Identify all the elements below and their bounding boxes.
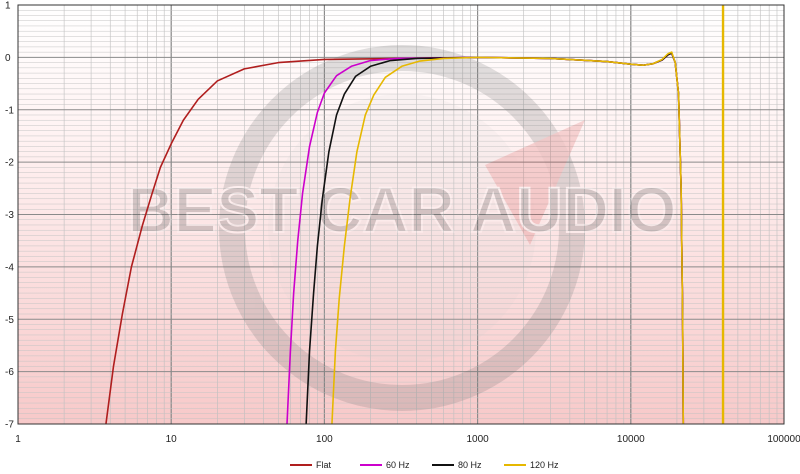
x-tick-label: 100000 — [767, 434, 800, 445]
watermark-text: BEST CAR AUDIO — [128, 174, 677, 246]
plot-border — [17, 4, 785, 425]
x-tick-label: 1 — [15, 434, 21, 445]
legend: Flat 60 Hz 80 Hz 120 Hz — [290, 460, 559, 470]
y-tick-label: -1 — [5, 105, 14, 116]
series-layer — [105, 51, 685, 425]
y-tick-label: -6 — [5, 367, 14, 378]
y-tick-label: -2 — [5, 158, 14, 169]
y-tick-label: 1 — [5, 1, 11, 12]
y-tick-label: -5 — [5, 315, 14, 326]
watermark-logo: BEST CAR AUDIO — [127, 45, 677, 411]
y-tick-label: 0 — [5, 53, 11, 64]
x-tick-label: 1000 — [466, 434, 489, 445]
y-tick-label: -4 — [5, 262, 14, 273]
x-tick-label: 10000 — [617, 434, 645, 445]
legend-label-80-hz: 80 Hz — [458, 460, 482, 469]
grid — [17, 4, 785, 425]
legend-label-60-hz: 60 Hz — [386, 460, 410, 469]
x-tick-label: 10 — [166, 434, 178, 445]
y-tick-label: -3 — [5, 210, 14, 221]
legend-label-120-hz: 120 Hz — [530, 460, 559, 469]
legend-label-flat: Flat — [316, 460, 332, 469]
y-tick-label: -7 — [5, 420, 14, 431]
series-line-120-hz — [331, 51, 685, 425]
x-tick-label: 100 — [316, 434, 333, 445]
